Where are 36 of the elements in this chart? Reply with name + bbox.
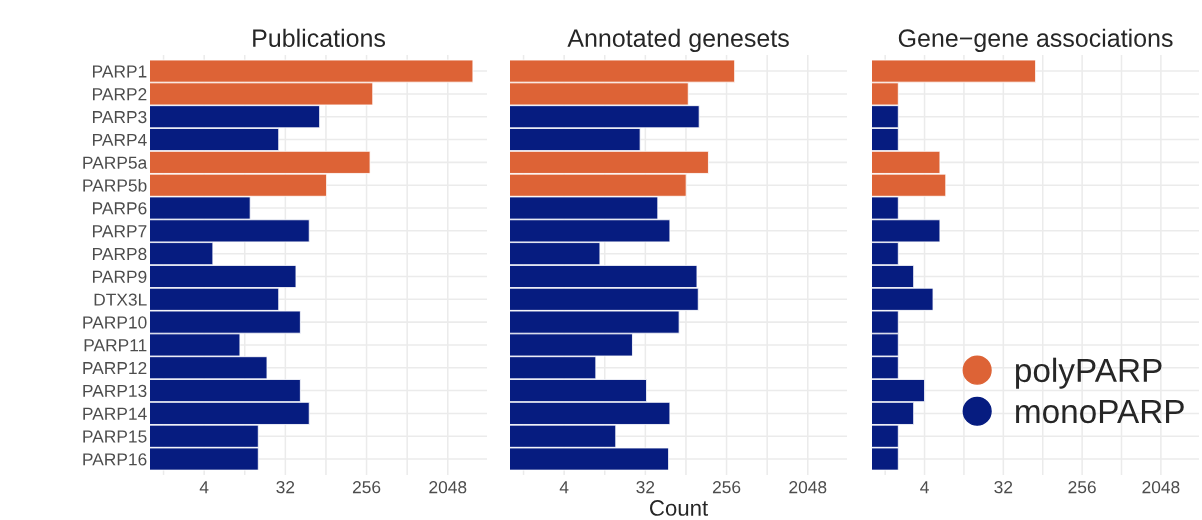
y-tick-label: PARP15	[83, 430, 147, 443]
chart-title: Gene−gene associations	[898, 28, 1173, 52]
x-tick-label: 32	[276, 481, 295, 494]
x-tick-label: 32	[636, 481, 655, 494]
y-tick-label: PARP12	[83, 361, 147, 375]
y-tick-label: PARP5a	[83, 156, 148, 169]
y-tick-label: PARP10	[83, 316, 147, 329]
y-tick-label: PARP8	[93, 247, 147, 261]
y-tick-label: PARP5b	[83, 178, 147, 192]
x-tick-label: 4	[920, 481, 929, 494]
y-tick-label: PARP6	[93, 202, 147, 215]
y-tick-label: PARP11	[84, 339, 147, 352]
chart-title: Publications	[253, 28, 386, 48]
x-tick-label: 4	[199, 481, 209, 494]
legend-label: monoPARP	[1016, 399, 1184, 424]
x-tick-label: 32	[994, 481, 1013, 494]
x-tick-label: 2048	[789, 481, 827, 494]
legend-label: polyPARP	[1015, 357, 1162, 389]
y-tick-label: PARP3	[93, 110, 147, 124]
x-tick-label: 256	[1068, 481, 1096, 494]
y-tick-label: PARP7	[93, 225, 147, 238]
x-tick-label: 256	[712, 481, 741, 494]
chart-title: Annotated genesets	[567, 28, 789, 52]
y-tick-label: PARP2	[93, 88, 147, 101]
y-tick-label: PARP13	[83, 384, 147, 398]
x-tick-label: 4	[559, 481, 569, 494]
y-tick-label: DTX3L	[94, 293, 147, 306]
x-tick-label: 256	[352, 481, 381, 494]
y-tick-label: PARP1	[93, 65, 147, 78]
y-tick-label: PARP14	[83, 407, 147, 420]
y-tick-label: PARP4	[93, 133, 147, 146]
x-axis-title: Count	[650, 500, 709, 516]
y-tick-label: PARP16	[83, 453, 147, 466]
y-tick-label: PARP9	[93, 270, 147, 283]
x-tick-label: 2048	[429, 481, 467, 494]
x-tick-label: 2048	[1142, 481, 1180, 494]
